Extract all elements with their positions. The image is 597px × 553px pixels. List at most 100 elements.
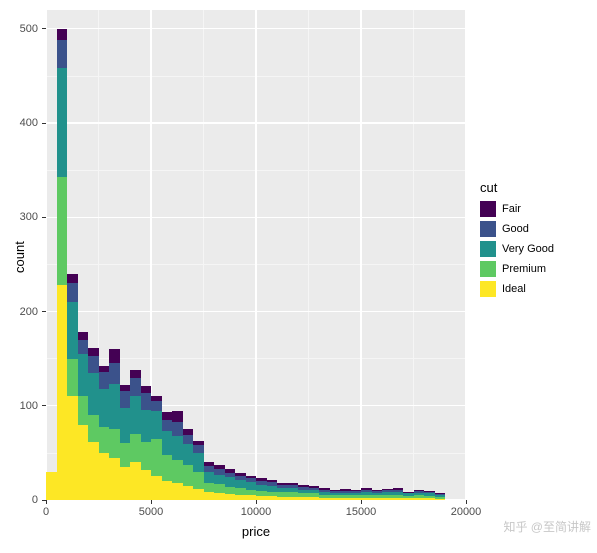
- bar-segment: [225, 487, 236, 495]
- bar-segment: [88, 415, 99, 441]
- legend-label: Premium: [502, 263, 546, 275]
- bar-segment: [183, 465, 194, 486]
- legend-label: Ideal: [502, 283, 526, 295]
- bar-segment: [235, 488, 246, 496]
- bar-segment: [78, 332, 89, 340]
- bar-segment: [67, 302, 78, 359]
- x-axis-tick: [256, 500, 257, 504]
- y-axis-tick: [42, 311, 46, 312]
- bar-segment: [130, 378, 141, 397]
- bar-segment: [435, 499, 446, 500]
- gridline-minor-v: [308, 10, 309, 500]
- bar-segment: [256, 496, 267, 500]
- bar-segment: [67, 274, 78, 283]
- bar-segment: [225, 494, 236, 500]
- bar-stack: [120, 385, 131, 500]
- bar-segment: [151, 439, 162, 477]
- bar-segment: [99, 453, 110, 500]
- x-tick-label: 5000: [139, 506, 163, 518]
- bar-segment: [57, 177, 68, 285]
- y-axis-tick: [42, 405, 46, 406]
- bar-stack: [393, 488, 404, 500]
- x-tick-label: 15000: [346, 506, 377, 518]
- bar-segment: [141, 442, 152, 470]
- bar-segment: [57, 29, 68, 40]
- bar-stack: [309, 486, 320, 500]
- bar-segment: [319, 498, 330, 500]
- bar-segment: [120, 408, 131, 444]
- bar-stack: [99, 366, 110, 500]
- bar-segment: [298, 497, 309, 500]
- x-axis-tick: [46, 500, 47, 504]
- x-axis-title: price: [242, 524, 270, 539]
- bar-segment: [214, 484, 225, 493]
- bar-stack: [151, 396, 162, 500]
- bar-stack: [214, 465, 225, 500]
- legend-key: [480, 261, 496, 277]
- bar-segment: [235, 495, 246, 500]
- bar-segment: [424, 498, 435, 500]
- bar-segment: [120, 443, 131, 467]
- bar-segment: [130, 462, 141, 500]
- bar-segment: [214, 493, 225, 500]
- bar-segment: [78, 340, 89, 354]
- y-tick-label: 500: [20, 23, 38, 35]
- bar-stack: [172, 411, 183, 500]
- bar-segment: [267, 496, 278, 500]
- bar-segment: [372, 498, 383, 500]
- legend-swatch: [480, 261, 496, 277]
- bar-stack: [267, 480, 278, 500]
- bar-segment: [204, 483, 215, 492]
- bar-segment: [99, 427, 110, 453]
- legend-label: Good: [502, 223, 529, 235]
- bar-segment: [130, 434, 141, 462]
- gridline-major-v: [45, 10, 46, 500]
- bar-segment: [109, 349, 120, 363]
- bar-stack: [288, 483, 299, 500]
- bar-segment: [109, 363, 120, 384]
- bar-stack: [78, 332, 89, 500]
- y-tick-label: 100: [20, 400, 38, 412]
- legend-swatch: [480, 241, 496, 257]
- y-axis-tick: [42, 500, 46, 501]
- bar-stack: [225, 469, 236, 500]
- bar-segment: [172, 483, 183, 500]
- bar-segment: [109, 384, 120, 429]
- bar-stack: [414, 490, 425, 500]
- chart-container: count price cut FairGoodVery GoodPremium…: [0, 0, 597, 553]
- bar-segment: [120, 391, 131, 408]
- bar-segment: [382, 498, 393, 500]
- bar-segment: [204, 472, 215, 483]
- legend-item: Fair: [480, 201, 554, 217]
- x-axis-tick: [466, 500, 467, 504]
- x-tick-label: 20000: [451, 506, 482, 518]
- x-axis-tick: [361, 500, 362, 504]
- bar-stack: [88, 348, 99, 500]
- y-tick-label: 300: [20, 211, 38, 223]
- bar-segment: [130, 370, 141, 378]
- bar-segment: [351, 498, 362, 500]
- y-axis-title: count: [12, 241, 27, 273]
- bar-segment: [393, 498, 404, 500]
- bar-stack: [67, 274, 78, 500]
- y-tick-label: 0: [32, 494, 38, 506]
- bar-segment: [57, 285, 68, 500]
- bar-stack: [109, 349, 120, 500]
- bar-segment: [130, 396, 141, 434]
- bar-segment: [214, 475, 225, 484]
- bar-segment: [193, 453, 204, 472]
- bar-stack: [57, 29, 68, 500]
- legend-item: Good: [480, 221, 554, 237]
- bar-segment: [183, 435, 194, 444]
- bar-stack: [256, 478, 267, 500]
- bar-segment: [88, 373, 99, 415]
- legend-title: cut: [480, 180, 554, 195]
- legend-swatch: [480, 281, 496, 297]
- bar-stack: [277, 483, 288, 500]
- bar-stack: [130, 370, 141, 500]
- bar-segment: [67, 396, 78, 500]
- legend-swatch: [480, 221, 496, 237]
- bar-segment: [151, 476, 162, 500]
- bar-stack: [46, 472, 57, 500]
- bar-stack: [193, 441, 204, 500]
